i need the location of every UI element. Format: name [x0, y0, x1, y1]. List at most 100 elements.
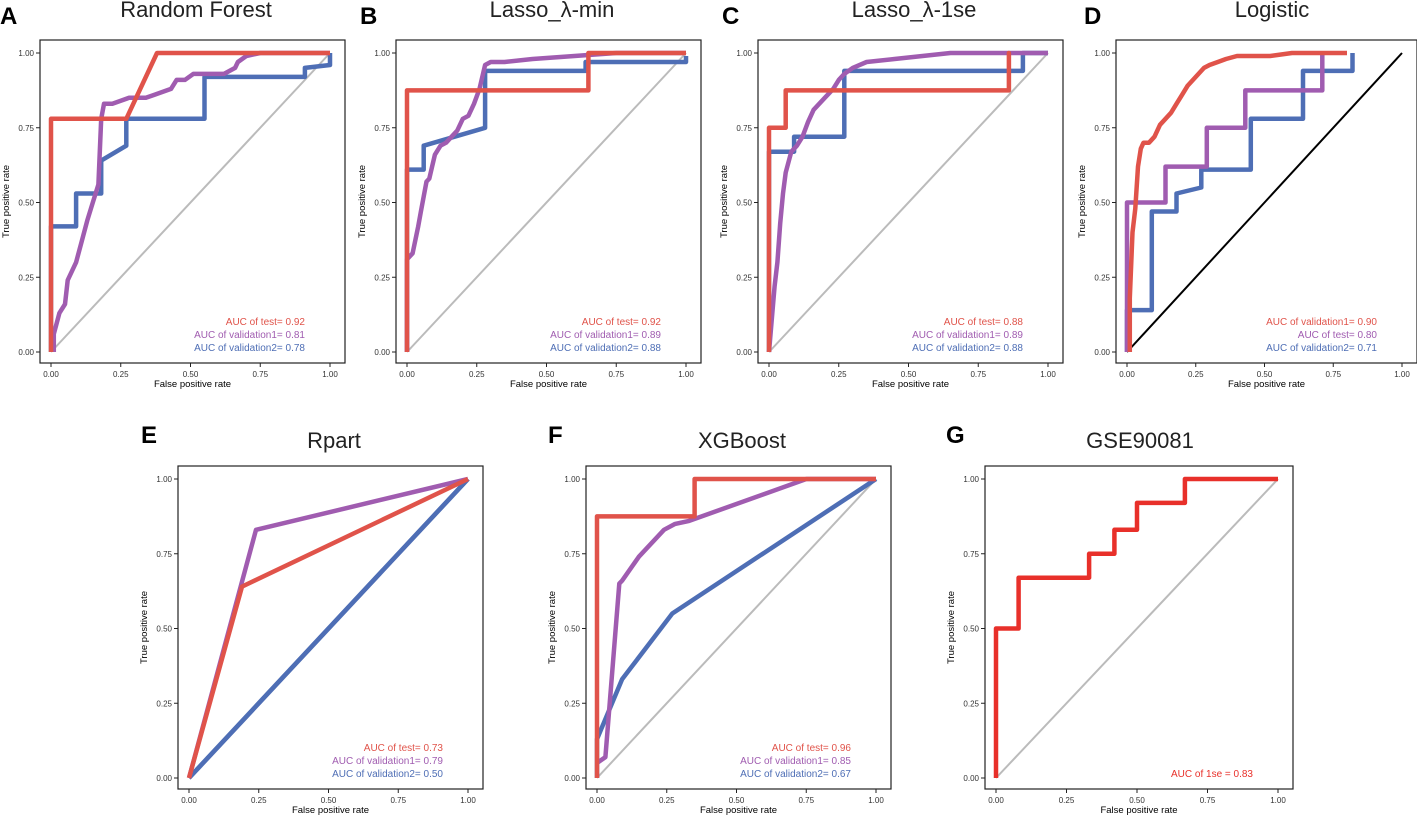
y-tick-label-b-4: 1.00	[374, 49, 390, 58]
plot-frame-d	[1115, 39, 1417, 364]
y-tick-label-b-0: 0.00	[374, 348, 390, 357]
chart-title-e: Rpart	[307, 428, 361, 453]
y-tick-label-a-2: 0.50	[18, 199, 34, 208]
diagonal-reference-a	[50, 52, 331, 353]
auc-label-c-1: AUC of validation1= 0.89	[912, 330, 1023, 341]
x-tick-label-b-3: 0.75	[608, 370, 624, 379]
x-tick-label-g-4: 1.00	[1270, 796, 1286, 805]
y-axis-label-a: True positive rate	[1, 165, 12, 238]
x-tick-label-a-3: 0.75	[252, 370, 268, 379]
auc-label-b-2: AUC of validation2= 0.88	[550, 343, 661, 354]
x-tick-label-e-3: 0.75	[390, 796, 406, 805]
y-axis-label-g: True positive rate	[946, 591, 957, 664]
y-tick-label-e-0: 0.00	[156, 774, 172, 783]
panel-letter-d: D	[1084, 3, 1101, 30]
panel-letter-c: C	[722, 3, 739, 30]
x-tick-label-d-4: 1.00	[1394, 370, 1410, 379]
y-axis-label-c: True positive rate	[719, 165, 730, 238]
roc-curve-a-0	[48, 50, 330, 352]
x-axis-label-e: False positive rate	[292, 805, 369, 816]
x-tick-label-e-0: 0.00	[181, 796, 197, 805]
diagonal-reference-d	[1126, 52, 1403, 353]
y-tick-label-g-2: 0.50	[963, 625, 979, 634]
auc-label-b-0: AUC of test= 0.92	[582, 317, 662, 328]
x-tick-label-b-1: 0.25	[469, 370, 485, 379]
y-tick-label-c-3: 0.75	[736, 124, 752, 133]
auc-label-a-1: AUC of validation1= 0.81	[194, 330, 305, 341]
auc-label-f-0: AUC of test= 0.96	[772, 743, 852, 754]
roc-curve-b-2	[404, 56, 689, 352]
x-tick-label-c-4: 1.00	[1040, 370, 1056, 379]
auc-label-b-1: AUC of validation1= 0.89	[550, 330, 661, 341]
x-axis-label-f: False positive rate	[700, 805, 777, 816]
roc-curve-d-1	[1124, 53, 1325, 352]
y-tick-label-d-0: 0.00	[1094, 348, 1110, 357]
y-tick-label-d-3: 0.75	[1094, 124, 1110, 133]
x-tick-label-a-1: 0.25	[113, 370, 129, 379]
x-tick-label-d-0: 0.00	[1119, 370, 1135, 379]
roc-panel-g: G GSE90081 0.00 0.00 0.25 0.25 0.50 0.50 0.75 0.7…	[946, 422, 1294, 816]
y-axis-label-f: True positive rate	[547, 591, 558, 664]
y-axis-label-e: True positive rate	[139, 591, 150, 664]
y-tick-label-b-3: 0.75	[374, 124, 390, 133]
y-tick-label-b-1: 0.25	[374, 273, 390, 282]
x-axis-label-d: False positive rate	[1228, 379, 1305, 390]
plot-frame-a	[39, 39, 346, 364]
plot-frame-f	[585, 465, 892, 790]
x-tick-label-f-1: 0.25	[659, 796, 675, 805]
roc-curve-c-1	[766, 50, 1048, 353]
auc-label-d-2: AUC of validation2= 0.71	[1266, 343, 1377, 354]
y-tick-label-e-2: 0.50	[156, 625, 172, 634]
roc-curve-e-0	[186, 476, 469, 779]
diagonal-reference-b	[406, 52, 687, 353]
x-tick-label-b-2: 0.50	[539, 370, 555, 379]
y-axis-label-d: True positive rate	[1077, 165, 1088, 238]
x-tick-label-d-1: 0.25	[1188, 370, 1204, 379]
x-tick-label-b-4: 1.00	[678, 370, 694, 379]
chart-title-f: XGBoost	[698, 428, 786, 453]
x-tick-label-d-2: 0.50	[1257, 370, 1273, 379]
roc-panel-d: D Logistic 0.00 0.00 0.25 0.25 0.50 0.50 0.75 0.7…	[1077, 0, 1417, 390]
y-tick-label-g-1: 0.25	[963, 699, 979, 708]
auc-label-c-0: AUC of test= 0.88	[944, 317, 1024, 328]
roc-curve-a-1	[51, 50, 330, 352]
x-tick-label-c-1: 0.25	[831, 370, 847, 379]
y-tick-label-a-3: 0.75	[18, 124, 34, 133]
roc-curve-b-0	[404, 50, 686, 352]
x-tick-label-g-0: 0.00	[988, 796, 1004, 805]
x-tick-label-d-3: 0.75	[1325, 370, 1341, 379]
roc-panel-f: F XGBoost 0.00 0.00 0.25 0.25 0.50 0.50 0.75 0.75…	[547, 422, 892, 816]
y-tick-label-f-1: 0.25	[564, 699, 580, 708]
roc-panel-e: E Rpart 0.00 0.00 0.25 0.25 0.50 0.50 0.75 0.75 1.…	[139, 422, 484, 816]
roc-curve-g-0	[993, 476, 1278, 778]
auc-label-g-0: AUC of 1se = 0.83	[1171, 769, 1253, 780]
y-tick-label-e-4: 1.00	[156, 475, 172, 484]
roc-curve-d-2	[1124, 53, 1355, 352]
x-tick-label-g-1: 0.25	[1059, 796, 1075, 805]
x-tick-label-e-4: 1.00	[460, 796, 476, 805]
roc-curve-c-0	[766, 50, 1012, 352]
diagonal-reference-c	[768, 52, 1049, 353]
diagonal-reference-f	[596, 478, 877, 779]
auc-label-f-1: AUC of validation1= 0.85	[740, 756, 851, 767]
auc-label-f-2: AUC of validation2= 0.67	[740, 769, 851, 780]
roc-panel-b: B Lasso_λ-min 0.00 0.00 0.25 0.25 0.50 0.50 0.75…	[357, 0, 702, 390]
roc-curve-b-1	[404, 50, 686, 352]
x-axis-label-g: False positive rate	[1100, 805, 1177, 816]
roc-panel-a: A Random Forest 0.00 0.00 0.25 0.25 0.50 0.50 0.…	[0, 0, 346, 390]
roc-panel-c: C Lasso_λ-1se 0.00 0.00 0.25 0.25 0.50 0.50 0.75…	[719, 0, 1064, 390]
auc-label-d-1: AUC of test= 0.80	[1298, 330, 1378, 341]
x-tick-label-c-3: 0.75	[970, 370, 986, 379]
auc-label-a-2: AUC of validation2= 0.78	[194, 343, 305, 354]
auc-label-c-2: AUC of validation2= 0.88	[912, 343, 1023, 354]
roc-curve-f-1	[595, 476, 876, 765]
x-tick-label-g-2: 0.50	[1129, 796, 1145, 805]
x-tick-label-c-0: 0.00	[761, 370, 777, 379]
y-tick-label-f-2: 0.50	[564, 625, 580, 634]
y-tick-label-g-0: 0.00	[963, 774, 979, 783]
panel-letter-e: E	[141, 422, 157, 449]
x-tick-label-f-4: 1.00	[868, 796, 884, 805]
y-tick-label-f-3: 0.75	[564, 550, 580, 559]
x-tick-label-f-0: 0.00	[589, 796, 605, 805]
